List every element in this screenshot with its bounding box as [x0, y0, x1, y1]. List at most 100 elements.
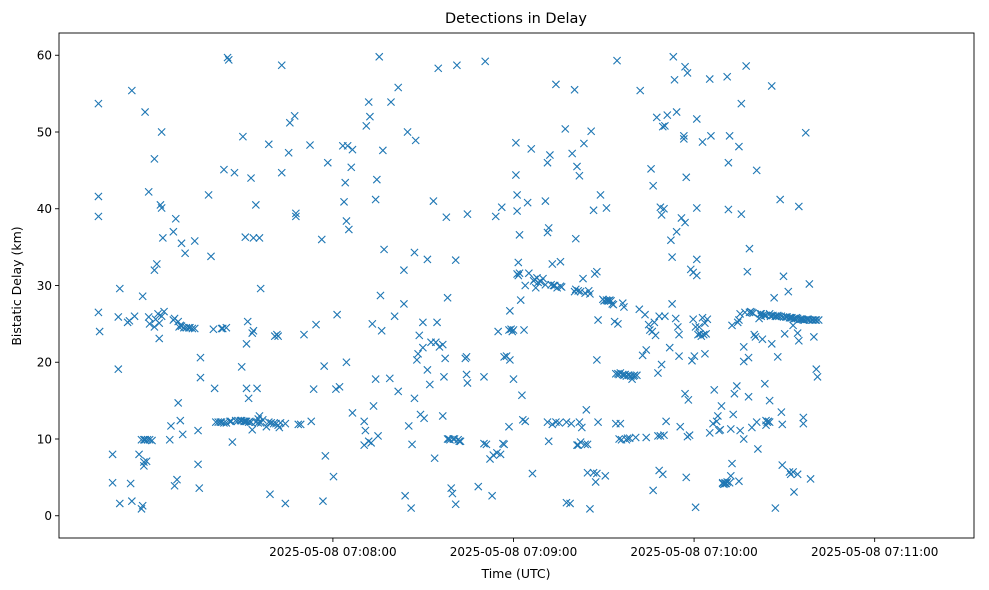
data-point: [195, 484, 204, 493]
data-point: [812, 316, 821, 325]
data-point: [514, 258, 523, 267]
data-point: [367, 438, 376, 447]
data-point: [739, 357, 748, 366]
data-point: [579, 139, 588, 148]
data-point: [321, 451, 330, 460]
data-point: [95, 327, 104, 336]
data-point: [730, 389, 739, 398]
data-point: [480, 372, 488, 381]
data-point: [706, 131, 715, 140]
data-point: [780, 329, 789, 338]
data-point: [364, 98, 373, 107]
data-point: [528, 469, 537, 478]
data-point: [441, 354, 450, 363]
data-point: [247, 174, 256, 183]
data-point: [568, 149, 577, 158]
x-axis: 2025-05-08 07:08:00 2025-05-08 07:09:00 20…: [269, 538, 938, 559]
data-point: [676, 422, 685, 431]
data-point: [94, 99, 103, 108]
y-tick-label: 20: [37, 356, 52, 370]
data-point: [399, 299, 408, 308]
data-point: [135, 450, 144, 459]
data-point: [632, 371, 641, 380]
data-point: [703, 315, 712, 324]
data-point: [443, 435, 452, 443]
data-point: [438, 340, 447, 349]
data-point: [717, 402, 726, 410]
data-point: [576, 287, 585, 296]
data-point: [752, 166, 761, 175]
data-point: [651, 331, 660, 340]
data-point: [725, 478, 734, 487]
data-point: [784, 287, 793, 296]
data-point: [668, 253, 677, 262]
data-point: [672, 108, 681, 117]
plot-area: [94, 52, 823, 513]
data-point: [341, 178, 350, 187]
data-point: [249, 233, 258, 242]
data-point: [442, 213, 451, 222]
data-point: [127, 497, 136, 506]
data-point: [262, 422, 271, 431]
data-point: [362, 121, 371, 130]
data-point: [665, 343, 674, 352]
data-point: [514, 271, 523, 280]
data-point: [210, 384, 219, 393]
data-point: [108, 450, 117, 459]
data-point: [429, 197, 438, 206]
data-point: [752, 418, 761, 427]
data-point: [587, 127, 596, 136]
x-tick-label: 2025-05-08 07:11:00: [811, 545, 938, 559]
data-point: [434, 64, 443, 73]
data-point: [681, 389, 690, 398]
data-point: [347, 163, 356, 172]
data-point: [789, 321, 798, 330]
data-point: [238, 132, 247, 141]
data-point: [451, 256, 460, 265]
data-point: [671, 314, 680, 323]
data-point: [480, 439, 488, 448]
data-point: [130, 312, 139, 321]
data-point: [734, 316, 743, 325]
data-point: [258, 415, 267, 424]
data-point: [666, 236, 675, 245]
data-point: [157, 312, 166, 321]
data-point: [583, 468, 592, 477]
data-point: [517, 391, 526, 400]
data-point: [812, 365, 821, 374]
data-point: [505, 306, 514, 315]
data-point: [418, 318, 427, 327]
data-point: [573, 162, 581, 171]
data-point: [411, 136, 420, 145]
data-point: [368, 319, 377, 328]
data-point: [516, 296, 525, 305]
data-point: [592, 469, 601, 478]
data-point: [320, 362, 329, 371]
data-point: [705, 428, 714, 437]
data-point: [171, 214, 180, 223]
data-point: [403, 128, 412, 136]
data-point: [794, 202, 803, 211]
data-point: [571, 234, 580, 243]
data-point: [691, 322, 700, 331]
data-point: [323, 158, 332, 167]
data-point: [594, 316, 603, 325]
data-point: [264, 418, 273, 427]
data-point: [348, 145, 357, 154]
data-point: [507, 325, 516, 334]
data-point: [281, 419, 290, 428]
data-point: [139, 461, 148, 470]
data-point: [114, 312, 123, 321]
data-point: [207, 252, 215, 261]
data-point: [544, 437, 553, 446]
data-point: [438, 411, 447, 420]
data-point: [689, 315, 698, 324]
data-point: [583, 440, 592, 449]
data-point: [663, 111, 672, 120]
data-point: [342, 358, 351, 367]
data-point: [439, 372, 448, 381]
data-point: [589, 206, 598, 215]
data-point: [793, 329, 802, 338]
data-point: [463, 378, 472, 387]
data-point: [728, 321, 736, 330]
